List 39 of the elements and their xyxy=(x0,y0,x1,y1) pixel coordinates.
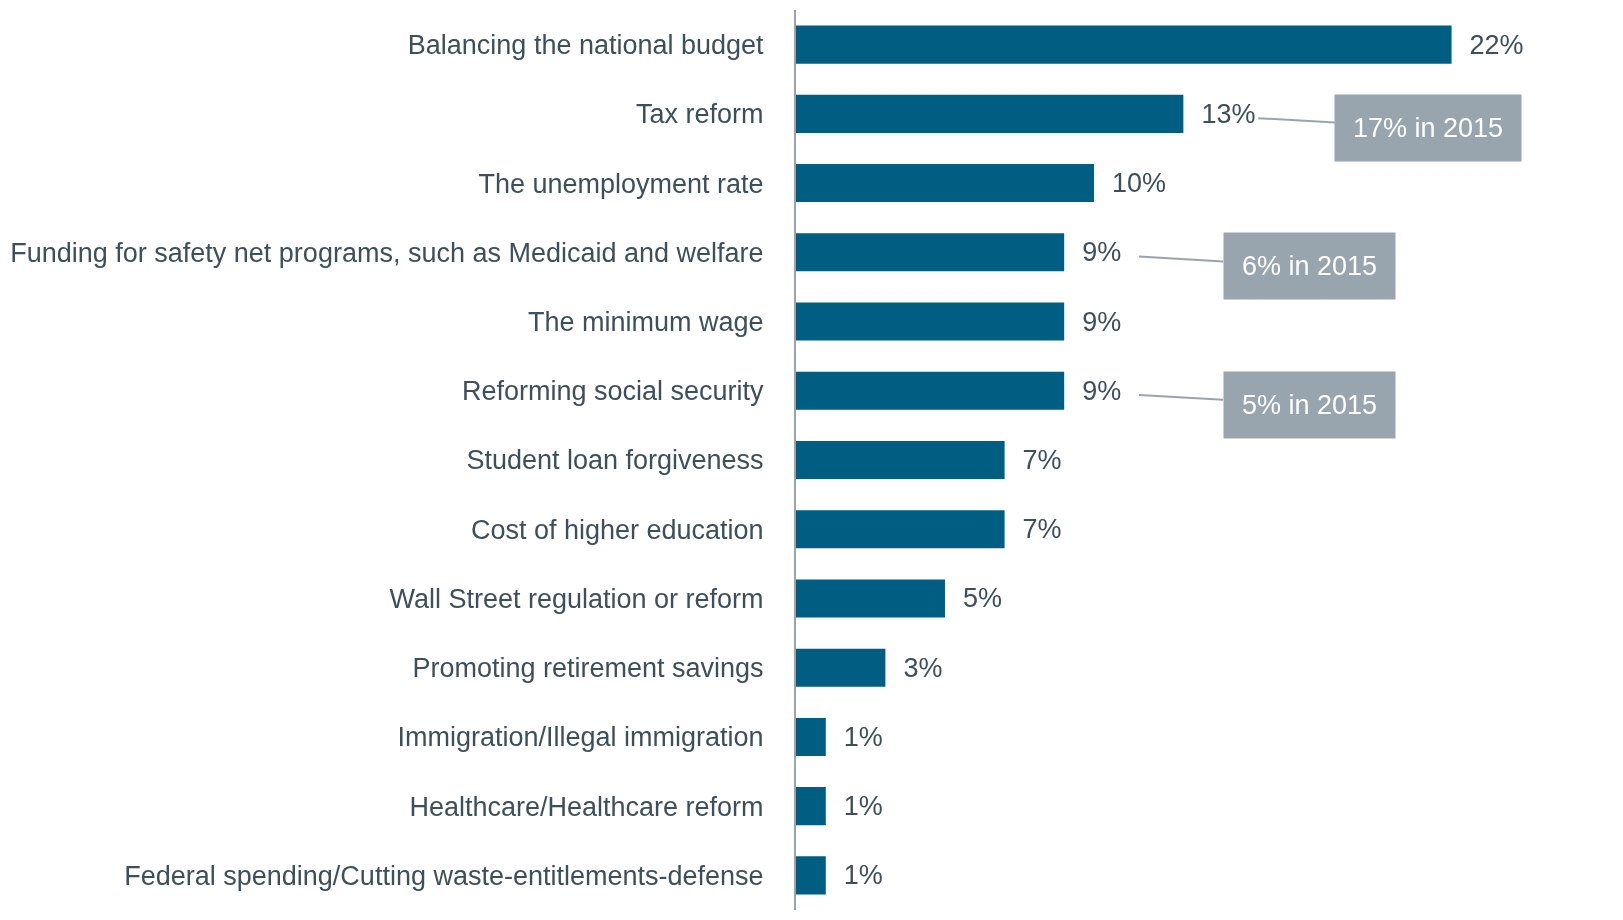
bar xyxy=(796,856,826,895)
bar xyxy=(796,371,1065,410)
annotation: 17% in 2015 xyxy=(1353,113,1504,143)
bar xyxy=(796,233,1065,272)
y-tick-label: Immigration/Illegal immigration xyxy=(397,722,764,753)
data-label: 1% xyxy=(828,791,883,822)
data-label: 1% xyxy=(828,860,883,891)
data-label: 5% xyxy=(947,583,1003,614)
bar xyxy=(796,579,945,618)
data-label: 10% xyxy=(1096,168,1167,199)
y-tick-label: The unemployment rate xyxy=(478,168,764,199)
y-tick-label: Student loan forgiveness xyxy=(466,445,764,476)
annotation: 6% in 2015 xyxy=(1242,251,1378,281)
data-label: 22% xyxy=(1454,29,1524,60)
bar xyxy=(796,648,886,687)
bar xyxy=(796,164,1094,203)
bar xyxy=(796,440,1005,480)
data-label: 9% xyxy=(1067,306,1122,337)
bar xyxy=(796,787,826,826)
y-tick-label: Reforming social security xyxy=(461,376,765,407)
y-tick-label: Cost of higher education xyxy=(470,514,764,545)
y-tick-label: Federal spending/Cutting waste-entitlements-defense xyxy=(124,860,764,891)
data-label: 7% xyxy=(1007,514,1062,545)
bar xyxy=(796,510,1005,549)
y-tick-label: Tax reform xyxy=(636,99,764,130)
annotation: 5% in 2015 xyxy=(1242,390,1378,420)
y-tick-label: Wall Street regulation or reform xyxy=(389,583,764,614)
bar xyxy=(796,302,1065,341)
data-label: 3% xyxy=(888,652,943,683)
y-tick-label: Funding for safety net programs, such as Medicaid and welfare xyxy=(10,237,764,268)
y-tick-label: Balancing the national budget xyxy=(407,30,765,61)
y-tick-label: Promoting retirement savings xyxy=(412,653,764,684)
y-tick-label: Healthcare/Healthcare reform xyxy=(409,791,764,822)
data-label: 7% xyxy=(1007,445,1062,475)
bar xyxy=(796,25,1452,64)
data-label: 1% xyxy=(828,721,883,752)
bar xyxy=(796,94,1184,133)
bar xyxy=(796,717,826,756)
y-tick-label: The minimum wage xyxy=(528,306,764,337)
